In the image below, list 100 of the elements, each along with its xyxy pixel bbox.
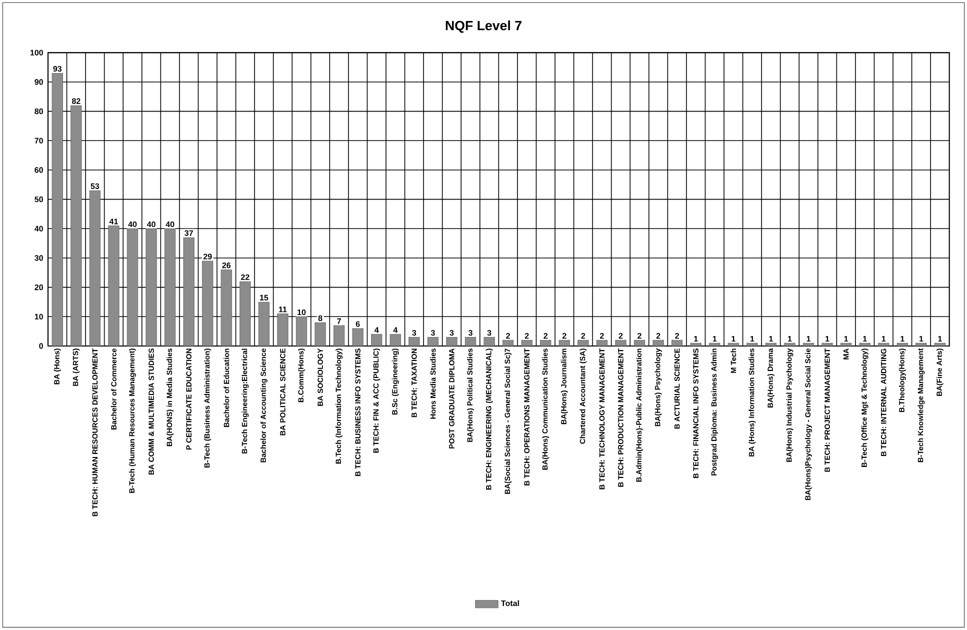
data-label: 4 <box>374 327 379 333</box>
bar <box>390 334 401 346</box>
data-label: 2 <box>656 333 660 339</box>
data-label: 3 <box>487 330 492 336</box>
data-label: 37 <box>184 230 193 236</box>
data-label: 3 <box>430 330 435 336</box>
data-label: 2 <box>581 333 586 339</box>
bar <box>52 72 63 346</box>
data-label: 2 <box>618 333 623 339</box>
bar <box>916 342 927 346</box>
data-label: 1 <box>769 336 773 342</box>
data-label: 82 <box>72 98 80 104</box>
bar <box>277 314 288 346</box>
bar <box>334 325 345 346</box>
data-label: 4 <box>393 327 398 333</box>
data-label: 2 <box>562 333 566 339</box>
data-label: 1 <box>788 336 792 342</box>
y-tick-label: 40 <box>34 226 43 232</box>
data-label: 1 <box>938 336 942 342</box>
data-label: 3 <box>450 330 454 336</box>
data-label: 3 <box>412 330 416 336</box>
data-label: 1 <box>882 336 886 342</box>
data-label: 2 <box>544 333 548 339</box>
data-label: 10 <box>298 309 306 316</box>
y-tick-label: 90 <box>34 79 43 85</box>
bar <box>240 281 251 346</box>
bar <box>822 342 833 346</box>
bar <box>352 328 364 346</box>
data-label: 40 <box>166 221 174 228</box>
bar <box>296 316 308 346</box>
y-tick-label: 80 <box>34 108 43 114</box>
data-label: 40 <box>146 221 156 228</box>
data-label: 1 <box>750 336 754 342</box>
bar <box>70 105 82 346</box>
bar <box>652 340 664 346</box>
bar <box>615 340 626 346</box>
y-tick-label: 60 <box>34 167 43 173</box>
data-label: 1 <box>863 336 867 342</box>
data-label: 93 <box>53 66 62 72</box>
data-label: 1 <box>844 336 848 342</box>
y-tick-label: 70 <box>34 138 43 144</box>
data-label: 2 <box>524 333 529 339</box>
y-tick-label: 0 <box>39 343 43 349</box>
data-label: 1 <box>806 336 810 342</box>
data-label: 41 <box>109 218 118 224</box>
bar <box>146 228 157 346</box>
y-tick-label: 100 <box>30 50 43 56</box>
bar <box>728 342 739 346</box>
bar <box>502 340 514 346</box>
data-label: 8 <box>318 315 322 321</box>
bar <box>314 322 326 346</box>
bar <box>558 340 570 346</box>
bar <box>484 336 495 346</box>
bar <box>408 336 420 346</box>
bar <box>840 342 852 346</box>
data-label: 40 <box>128 221 137 228</box>
data-label: 1 <box>712 336 717 342</box>
data-label: 53 <box>90 183 100 189</box>
bar <box>578 340 589 346</box>
bar <box>746 342 758 346</box>
bar <box>765 342 776 346</box>
data-label: 1 <box>900 336 904 342</box>
bar <box>896 342 908 346</box>
legend-label: Total <box>501 600 519 606</box>
bar <box>709 342 720 346</box>
data-label: 6 <box>356 321 360 327</box>
data-label: 11 <box>279 306 287 312</box>
bar <box>89 190 100 346</box>
bar <box>859 342 870 346</box>
bar <box>878 342 890 346</box>
bar <box>126 228 138 346</box>
bar <box>464 336 476 346</box>
bar <box>690 342 702 346</box>
data-label: 26 <box>222 262 231 268</box>
data-label: 15 <box>260 294 268 300</box>
chart-title: NQF Level 7 <box>446 20 522 33</box>
data-label: 7 <box>337 318 341 324</box>
bar <box>634 340 646 346</box>
y-tick-label: 50 <box>34 196 43 202</box>
bar <box>446 336 458 346</box>
data-label: 2 <box>675 333 679 339</box>
bar <box>371 334 382 346</box>
data-label: 29 <box>203 254 212 260</box>
data-label: 3 <box>468 330 472 336</box>
bar <box>521 340 532 346</box>
bar <box>802 342 814 346</box>
bar <box>934 342 946 346</box>
y-tick-label: 20 <box>34 284 43 290</box>
bar <box>784 342 796 346</box>
bar <box>108 226 120 346</box>
bar <box>164 228 176 346</box>
data-label: 2 <box>600 333 604 339</box>
bar <box>672 340 683 346</box>
y-tick-label: 30 <box>34 255 43 261</box>
data-label: 1 <box>694 336 698 342</box>
bar <box>183 237 194 346</box>
data-label: 1 <box>919 336 924 342</box>
bar <box>540 340 552 346</box>
bar <box>258 302 270 346</box>
bar <box>596 340 608 346</box>
